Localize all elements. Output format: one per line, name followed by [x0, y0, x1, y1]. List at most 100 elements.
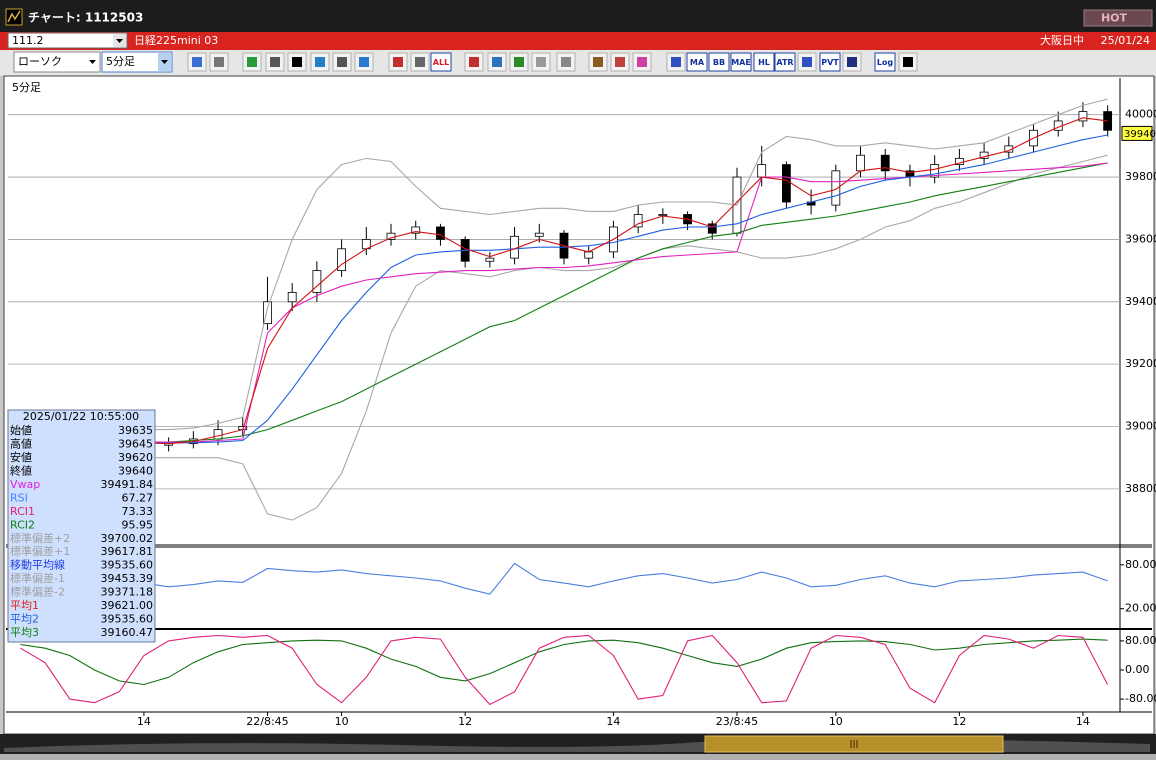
tool-glyph: [315, 57, 325, 67]
chart-frame: [3, 75, 1155, 735]
info-value: 39535.60: [101, 559, 154, 572]
tool-button[interactable]: [874, 52, 896, 72]
y-tick-label: 80.00: [1125, 558, 1156, 571]
info-value: 39620: [118, 451, 153, 464]
symbol-input[interactable]: [7, 32, 128, 49]
info-value: 73.33: [122, 505, 154, 518]
tool-button[interactable]: [774, 52, 796, 72]
info-label: 始値: [10, 423, 32, 437]
candle-body: [658, 214, 668, 216]
candle-body: [534, 232, 544, 237]
tool-glyph: [514, 57, 524, 67]
candle-body: [485, 257, 495, 262]
info-label: RCI1: [10, 505, 35, 518]
symbol-name: 日経225mini 03: [134, 34, 218, 47]
hot-button-label[interactable]: HOT: [1101, 12, 1128, 25]
info-value: 67.27: [122, 491, 154, 504]
pane-title: 5分足: [12, 81, 41, 94]
candle-body: [436, 226, 445, 240]
tool-label: HL: [758, 58, 770, 67]
candle-body: [263, 301, 272, 325]
dropdown-arrow: [161, 60, 168, 64]
x-tick-label: 12: [952, 715, 966, 728]
info-value: 39640: [118, 464, 153, 477]
tool-button[interactable]: [819, 52, 841, 72]
tool-glyph: [615, 57, 625, 67]
info-label: RCI2: [10, 518, 35, 531]
candle-body: [312, 270, 322, 293]
info-value: 39621.00: [101, 599, 154, 612]
tool-button[interactable]: [753, 52, 775, 72]
candle-body: [930, 164, 940, 178]
tool-glyph: [292, 57, 302, 67]
tool-glyph: [337, 57, 347, 67]
chart-kind-select[interactable]: [13, 51, 101, 73]
info-label: 標準偏差-2: [10, 585, 65, 599]
candle-body: [856, 154, 865, 172]
y-tick-label: 39600: [1125, 232, 1156, 245]
chart-kind: ローソク: [18, 55, 62, 68]
x-tick-label: 12: [458, 715, 472, 728]
dropdown-arrow: [89, 60, 96, 64]
bar-date: 25/01/24: [1101, 34, 1150, 47]
timeframe: 5分足: [106, 55, 135, 68]
app-icon-glyph: [7, 10, 21, 23]
toolbar-icons: ALL MA BB MAE HL ATR PVT Log: [187, 52, 918, 72]
y-tick-label: 38800: [1125, 482, 1156, 495]
info-panel: 2025/01/22 10:55:00 始値 39635 高値 39645 安値 3962…: [7, 409, 156, 643]
tool-button[interactable]: [708, 52, 730, 72]
x-tick-label: 14: [1076, 715, 1090, 728]
info-label: 平均2: [10, 612, 39, 626]
x-tick-label: 22/8:45: [246, 715, 288, 728]
tool-button[interactable]: [686, 52, 708, 72]
tool-label: MAE: [731, 58, 751, 67]
series-line: [20, 134, 1108, 444]
title-bar: [0, 0, 1156, 32]
candle-body: [831, 170, 841, 206]
candle-body: [782, 164, 791, 203]
series-line: [20, 154, 1108, 521]
tool-button[interactable]: [730, 52, 752, 72]
series-line: [20, 98, 1108, 431]
last-price: 39940: [1124, 129, 1156, 140]
window-title: チャート: 1112503: [28, 11, 143, 25]
session: 大阪日中: [1040, 33, 1084, 47]
x-tick-label: 14: [606, 715, 620, 728]
info-datetime: 2025/01/22 10:55:00: [23, 410, 139, 423]
info-label: 標準偏差-1: [10, 571, 65, 585]
candle-body: [1078, 111, 1088, 122]
scroll-grip: [850, 740, 858, 748]
tool-glyph: [415, 57, 425, 67]
info-label: 高値: [10, 436, 32, 450]
info-panel-box: [7, 409, 156, 643]
tool-glyph: [903, 57, 913, 67]
y-tick-label: -80.00: [1125, 692, 1156, 705]
tool-glyph: [247, 57, 257, 67]
tool-glyph: [492, 57, 502, 67]
tool-glyph: [536, 57, 546, 67]
candle-body: [757, 164, 767, 178]
candle-body: [411, 226, 421, 234]
info-label: 安値: [10, 451, 32, 464]
tool-glyph: [214, 57, 224, 67]
info-label: 終値: [10, 464, 32, 477]
info-value: 39700.02: [101, 532, 154, 545]
series-line: [20, 638, 1108, 686]
y-tick-label: 39800: [1125, 170, 1156, 183]
candle-body: [213, 429, 223, 440]
tool-label: ATR: [776, 58, 793, 67]
series-line: [20, 117, 1108, 448]
tool-label: Log: [877, 58, 894, 67]
last-price-box: [1121, 125, 1153, 141]
series-line: [20, 634, 1109, 706]
x-tick-label: 23/8:45: [716, 715, 758, 728]
info-value: 39160.47: [101, 626, 154, 639]
hot-button[interactable]: [1083, 9, 1153, 27]
timeframe-select[interactable]: [101, 51, 173, 73]
info-label: 標準偏差+2: [10, 531, 70, 545]
info-value: 39645: [118, 437, 153, 450]
tool-label: ALL: [433, 58, 449, 67]
tool-button[interactable]: [430, 52, 452, 72]
y-tick-label: 40000: [1125, 108, 1156, 121]
